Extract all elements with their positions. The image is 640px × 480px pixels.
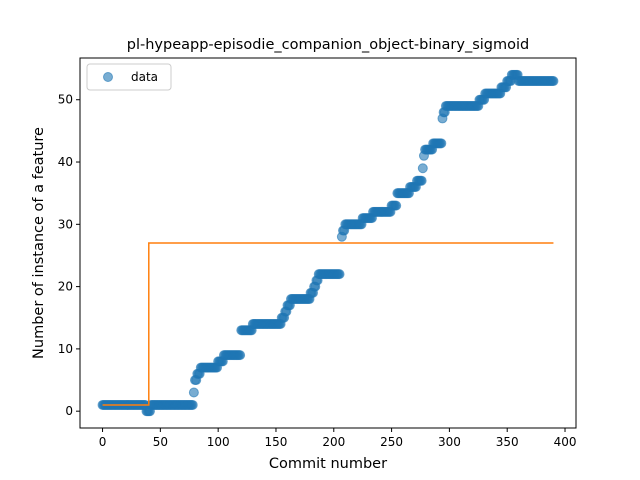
legend-frame [86,63,172,91]
x-axis-label: Commit number [269,456,387,472]
data-point [417,163,428,174]
x-tick-label: 350 [496,435,519,449]
fit-line [102,242,554,406]
legend: data [86,63,172,91]
data-point [235,350,246,361]
data-point [334,269,345,280]
x-tick-label: 300 [438,435,461,449]
chart-title: pl-hypeapp-episodie_companion_object-bin… [127,37,530,53]
data-point [391,200,402,211]
data-point [187,399,198,410]
x-tick-label: 250 [380,435,403,449]
legend-marker-data [103,72,113,82]
axes-frame [79,57,577,429]
data-point [416,175,427,186]
x-tick-label: 400 [554,435,577,449]
y-tick-label: 10 [58,342,73,356]
x-tick-label: 100 [207,435,230,449]
plot-area [97,69,559,417]
y-tick-label: 0 [65,404,73,418]
y-tick-label: 40 [58,155,73,169]
axes: 0 50 100 150 200 250 300 350 400 0 10 20 30 40 50 [58,57,577,449]
y-tick-label: 50 [58,93,73,107]
y-tick-label: 20 [58,280,73,294]
data-point [188,387,199,398]
data-point [548,76,559,87]
x-tick-label: 200 [322,435,345,449]
x-tick-label: 150 [265,435,288,449]
x-tick-label: 50 [153,435,168,449]
data-point [436,138,447,149]
legend-label-data: data [131,70,158,84]
y-axis-label: Number of instance of a feature [31,127,47,359]
x-tick-label: 0 [99,435,107,449]
y-tick-label: 30 [58,217,73,231]
